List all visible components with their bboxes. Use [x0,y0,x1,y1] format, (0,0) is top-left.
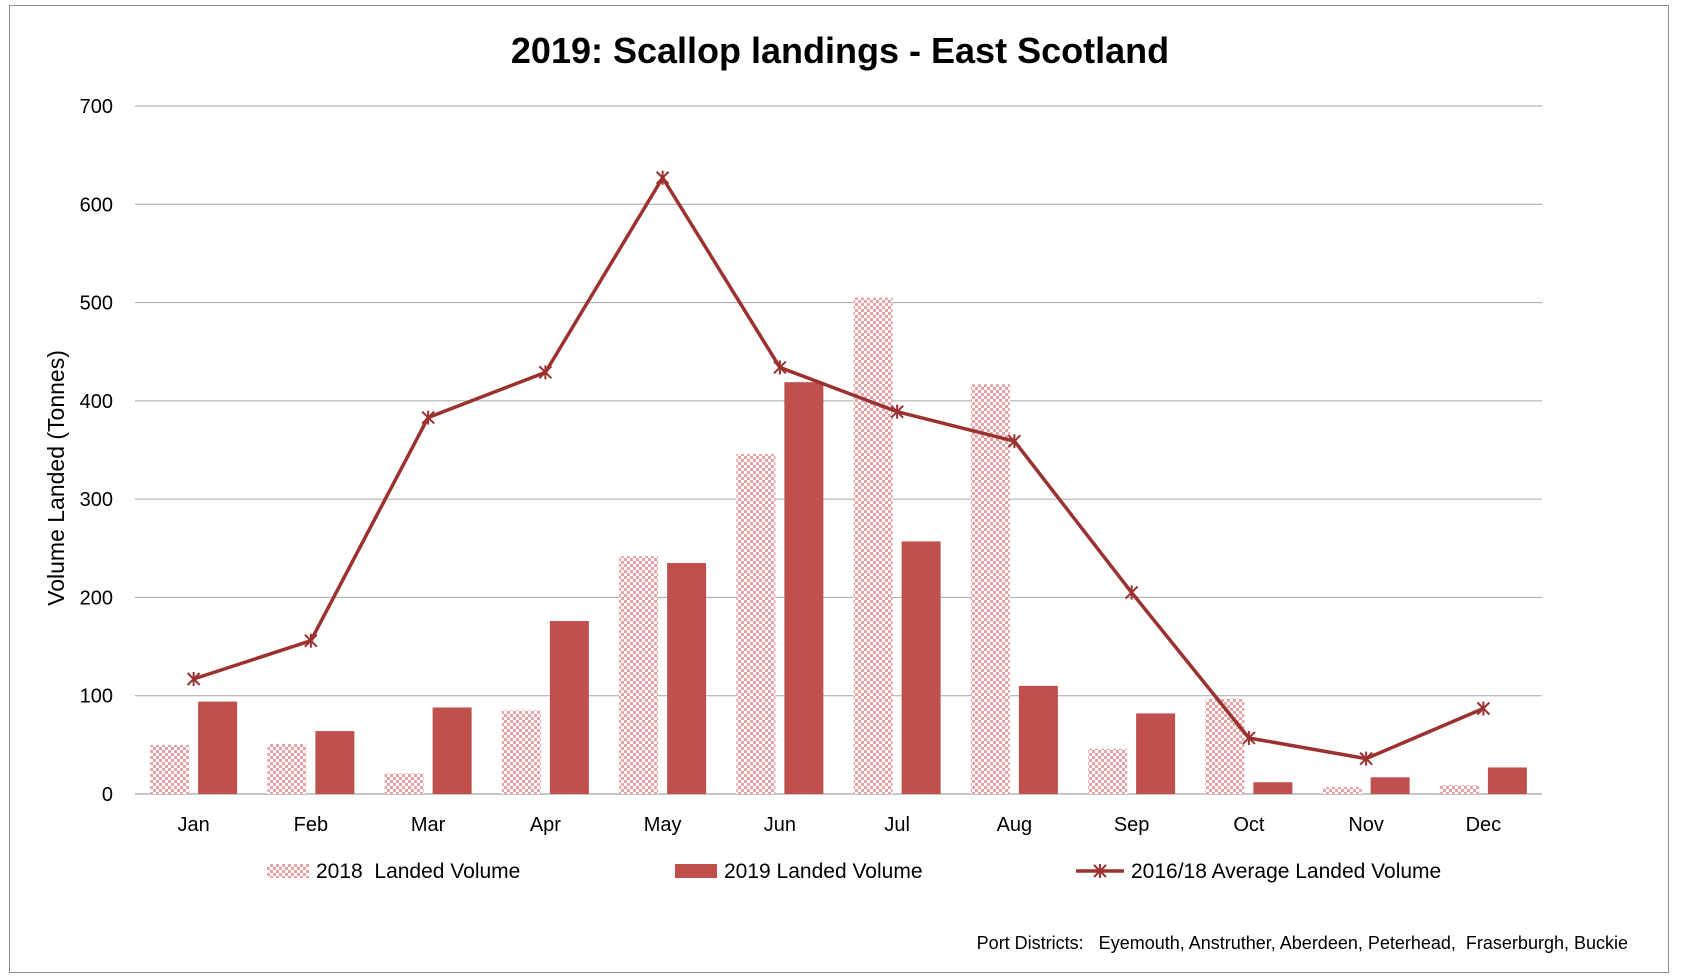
average-point-oct [1242,730,1256,745]
bar-2018-aug [970,384,1010,794]
x-tick-label-oct: Oct [1233,814,1265,836]
legend-swatch-2018 [267,864,309,878]
y-tick-label: 200 [80,587,113,609]
y-tick-label: 100 [80,686,113,708]
average-point-may [655,170,670,185]
grid-lines [135,105,1542,795]
average-point-jun [773,360,787,375]
bar-2019-may [667,563,707,794]
average-point-sep [1124,585,1139,600]
bar-2018-sep [1088,748,1128,794]
bar-2018-may [619,556,659,794]
y-tick-label: 400 [80,391,113,413]
bar-2019-sep [1136,713,1176,794]
bar-2019-jun [784,382,824,794]
average-point-jul [890,404,904,419]
x-tick-label-jan: Jan [178,814,210,836]
average-line-path [193,175,1485,761]
legend-label-2018: 2018 Landed Volume [316,860,520,883]
y-tick-label: 500 [80,293,113,315]
average-point-nov [1359,751,1373,766]
y-tick-label: 600 [80,194,113,216]
bar-2018-jun [736,453,776,794]
bar-2018-mar [384,773,424,794]
chart-frame [9,5,1669,973]
port-districts-note: Port Districts: Eyemouth, Anstruther, Ab… [977,933,1628,953]
average-point-feb [304,633,318,648]
x-tick-label-aug: Aug [997,814,1033,836]
legend: 2018 Landed Volume 2019 Landed Volume 2016… [267,860,1441,883]
x-tick-label-mar: Mar [411,814,446,836]
x-tick-label-apr: Apr [530,814,561,836]
legend-marker-average [1093,864,1107,878]
bar-2018-oct [1205,698,1245,794]
legend-label-2019: 2019 Landed Volume [724,860,923,883]
average-line [186,170,1491,766]
bar-2019-mar [432,707,472,794]
bar-2019-jul [901,541,941,794]
legend-label-average: 2016/18 Average Landed Volume [1131,860,1441,883]
x-tick-labels: Jan Feb Mar Apr May Jun Jul Aug Sep Oct Nov Dec [178,814,1502,836]
y-tick-labels: 0 100 200 300 400 500 600 700 [80,96,113,806]
x-tick-label-nov: Nov [1348,814,1384,836]
legend-swatch-2019 [675,864,717,878]
bar-2018-jan [150,744,190,794]
x-tick-label-may: May [644,814,682,836]
average-point-dec [1476,701,1491,716]
bar-2019-nov [1370,777,1410,794]
bar-2019-aug [1018,685,1058,794]
bar-2019-feb [315,731,355,794]
x-tick-label-jul: Jul [884,814,910,836]
bar-2019-oct [1253,782,1293,794]
y-tick-label: 0 [102,784,113,806]
bar-2018-apr [501,710,541,794]
x-tick-label-dec: Dec [1466,814,1502,836]
y-tick-label: 300 [80,489,113,511]
average-point-jan [186,672,201,687]
bar-2018-nov [1322,787,1362,794]
bar-2018-feb [267,743,307,794]
y-axis-label: Volume Landed (Tonnes) [43,350,69,606]
average-point-apr [538,365,553,380]
x-tick-label-jun: Jun [764,814,796,836]
bar-2018-dec [1439,785,1479,794]
bar-2019-dec [1487,767,1527,794]
bars [150,297,1527,794]
chart-title: 2019: Scallop landings - East Scotland [511,30,1169,71]
bar-2019-jan [198,701,238,794]
x-tick-label-feb: Feb [294,814,328,836]
bar-2019-apr [549,621,589,794]
average-point-mar [421,410,435,425]
y-tick-label: 700 [80,96,113,118]
bar-2018-jul [853,297,893,794]
x-tick-label-sep: Sep [1114,814,1150,836]
average-point-aug [1007,434,1022,449]
